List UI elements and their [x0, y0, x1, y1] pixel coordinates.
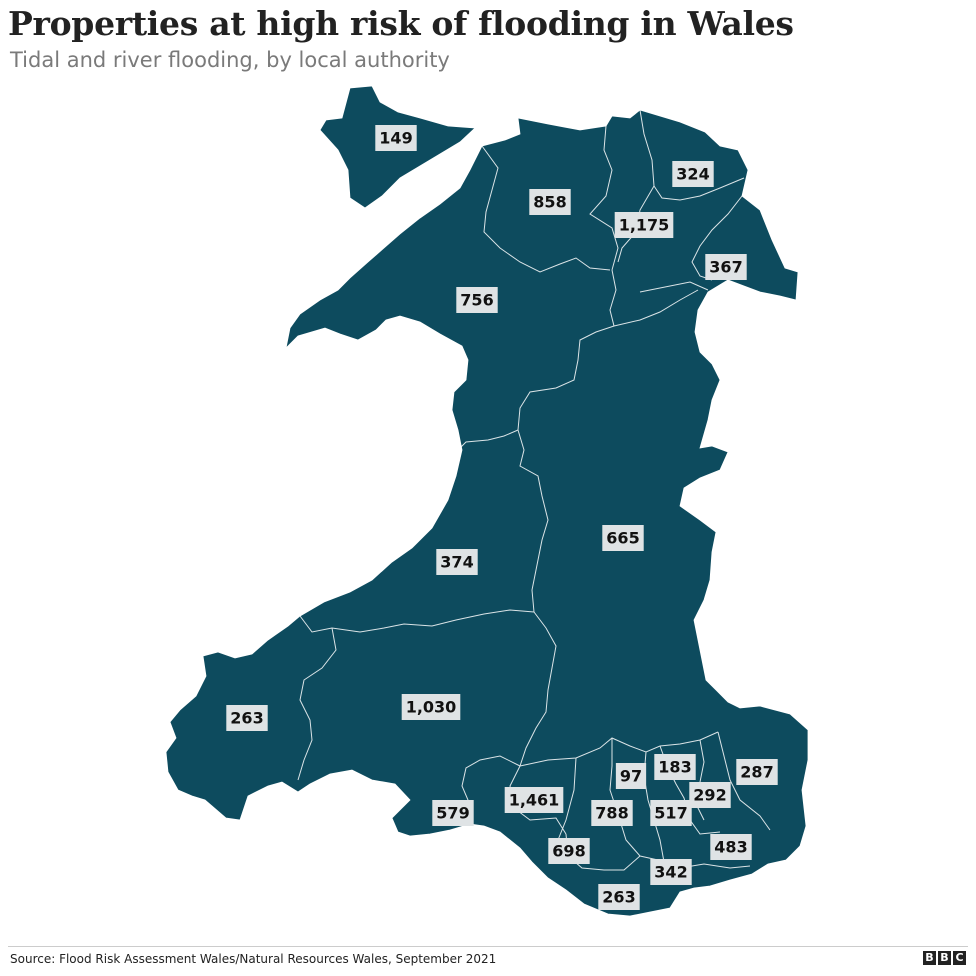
region-value: 756 [460, 291, 493, 310]
region-value: 788 [595, 804, 628, 823]
region-value: 483 [714, 838, 747, 857]
label-box [591, 800, 633, 826]
source-note: Source: Flood Risk Assessment Wales/Natu… [10, 952, 497, 966]
label-box [672, 161, 714, 187]
region-label-vale-of-glamorgan: 263 [598, 884, 640, 910]
region-label-carmarthenshire: 1,030 [401, 694, 461, 720]
region-label-neath-port-talbot: 1,461 [504, 787, 564, 813]
logo-letter: B [923, 951, 936, 965]
region-value: 263 [230, 709, 263, 728]
value-labels: 149 858 1,175 324 367 756 665 374 263 1,030 579 1,4… [226, 125, 778, 910]
region-value: 149 [379, 129, 412, 148]
region-label-gwynedd: 756 [456, 287, 498, 313]
label-box [375, 125, 417, 151]
region-value: 1,461 [509, 791, 560, 810]
region-label-newport: 483 [710, 834, 752, 860]
region-value: 698 [552, 842, 585, 861]
label-box [650, 859, 692, 885]
label-box [529, 189, 571, 215]
label-box [736, 759, 778, 785]
region-label-blaenau-gwent: 183 [654, 754, 696, 780]
region-label-cardiff: 342 [650, 859, 692, 885]
region-value: 183 [658, 758, 691, 777]
region-value: 97 [620, 767, 642, 786]
region-label-wrexham: 367 [705, 254, 747, 280]
label-box [432, 800, 474, 826]
region-label-bridgend: 698 [548, 838, 590, 864]
label-box [226, 705, 268, 731]
region-label-denbighshire: 1,175 [614, 212, 674, 238]
page-subtitle: Tidal and river flooding, by local autho… [10, 48, 450, 72]
region-value: 342 [654, 863, 687, 882]
region-value: 324 [676, 165, 709, 184]
region-value: 517 [654, 804, 687, 823]
bbc-logo: B B C [923, 951, 966, 965]
label-box [710, 834, 752, 860]
region-value: 292 [693, 786, 726, 805]
logo-letter: C [953, 951, 966, 965]
region-label-torfaen: 292 [689, 782, 731, 808]
region-value: 374 [440, 553, 473, 572]
label-box [614, 212, 674, 238]
label-box [436, 549, 478, 575]
label-box [650, 800, 692, 826]
region-label-swansea: 579 [432, 800, 474, 826]
label-box [654, 754, 696, 780]
region-value: 367 [709, 258, 742, 277]
label-box [602, 525, 644, 551]
region-value: 287 [740, 763, 773, 782]
region-label-monmouthshire: 287 [736, 759, 778, 785]
region-value: 858 [533, 193, 566, 212]
region-value: 263 [602, 888, 635, 907]
region-value: 665 [606, 529, 639, 548]
region-label-anglesey: 149 [375, 125, 417, 151]
footer-divider [8, 946, 968, 947]
region-value: 579 [436, 804, 469, 823]
label-box [689, 782, 731, 808]
label-box [598, 884, 640, 910]
label-box [615, 763, 647, 789]
label-box [548, 838, 590, 864]
region-value: 1,030 [406, 698, 457, 717]
label-box [705, 254, 747, 280]
region-label-pembrokeshire: 263 [226, 705, 268, 731]
region-value: 1,175 [619, 216, 670, 235]
region-label-rhondda-cynon-taf: 788 [591, 800, 633, 826]
label-box [456, 287, 498, 313]
region-label-ceredigion: 374 [436, 549, 478, 575]
region-label-powys: 665 [602, 525, 644, 551]
region-label-flintshire: 324 [672, 161, 714, 187]
region-label-merthyr-tydfil: 97 [615, 763, 647, 789]
label-box [504, 787, 564, 813]
region-label-conwy: 858 [529, 189, 571, 215]
label-box [401, 694, 461, 720]
page-title: Properties at high risk of flooding in W… [8, 4, 794, 43]
logo-letter: B [938, 951, 951, 965]
region-label-caerphilly: 517 [650, 800, 692, 826]
